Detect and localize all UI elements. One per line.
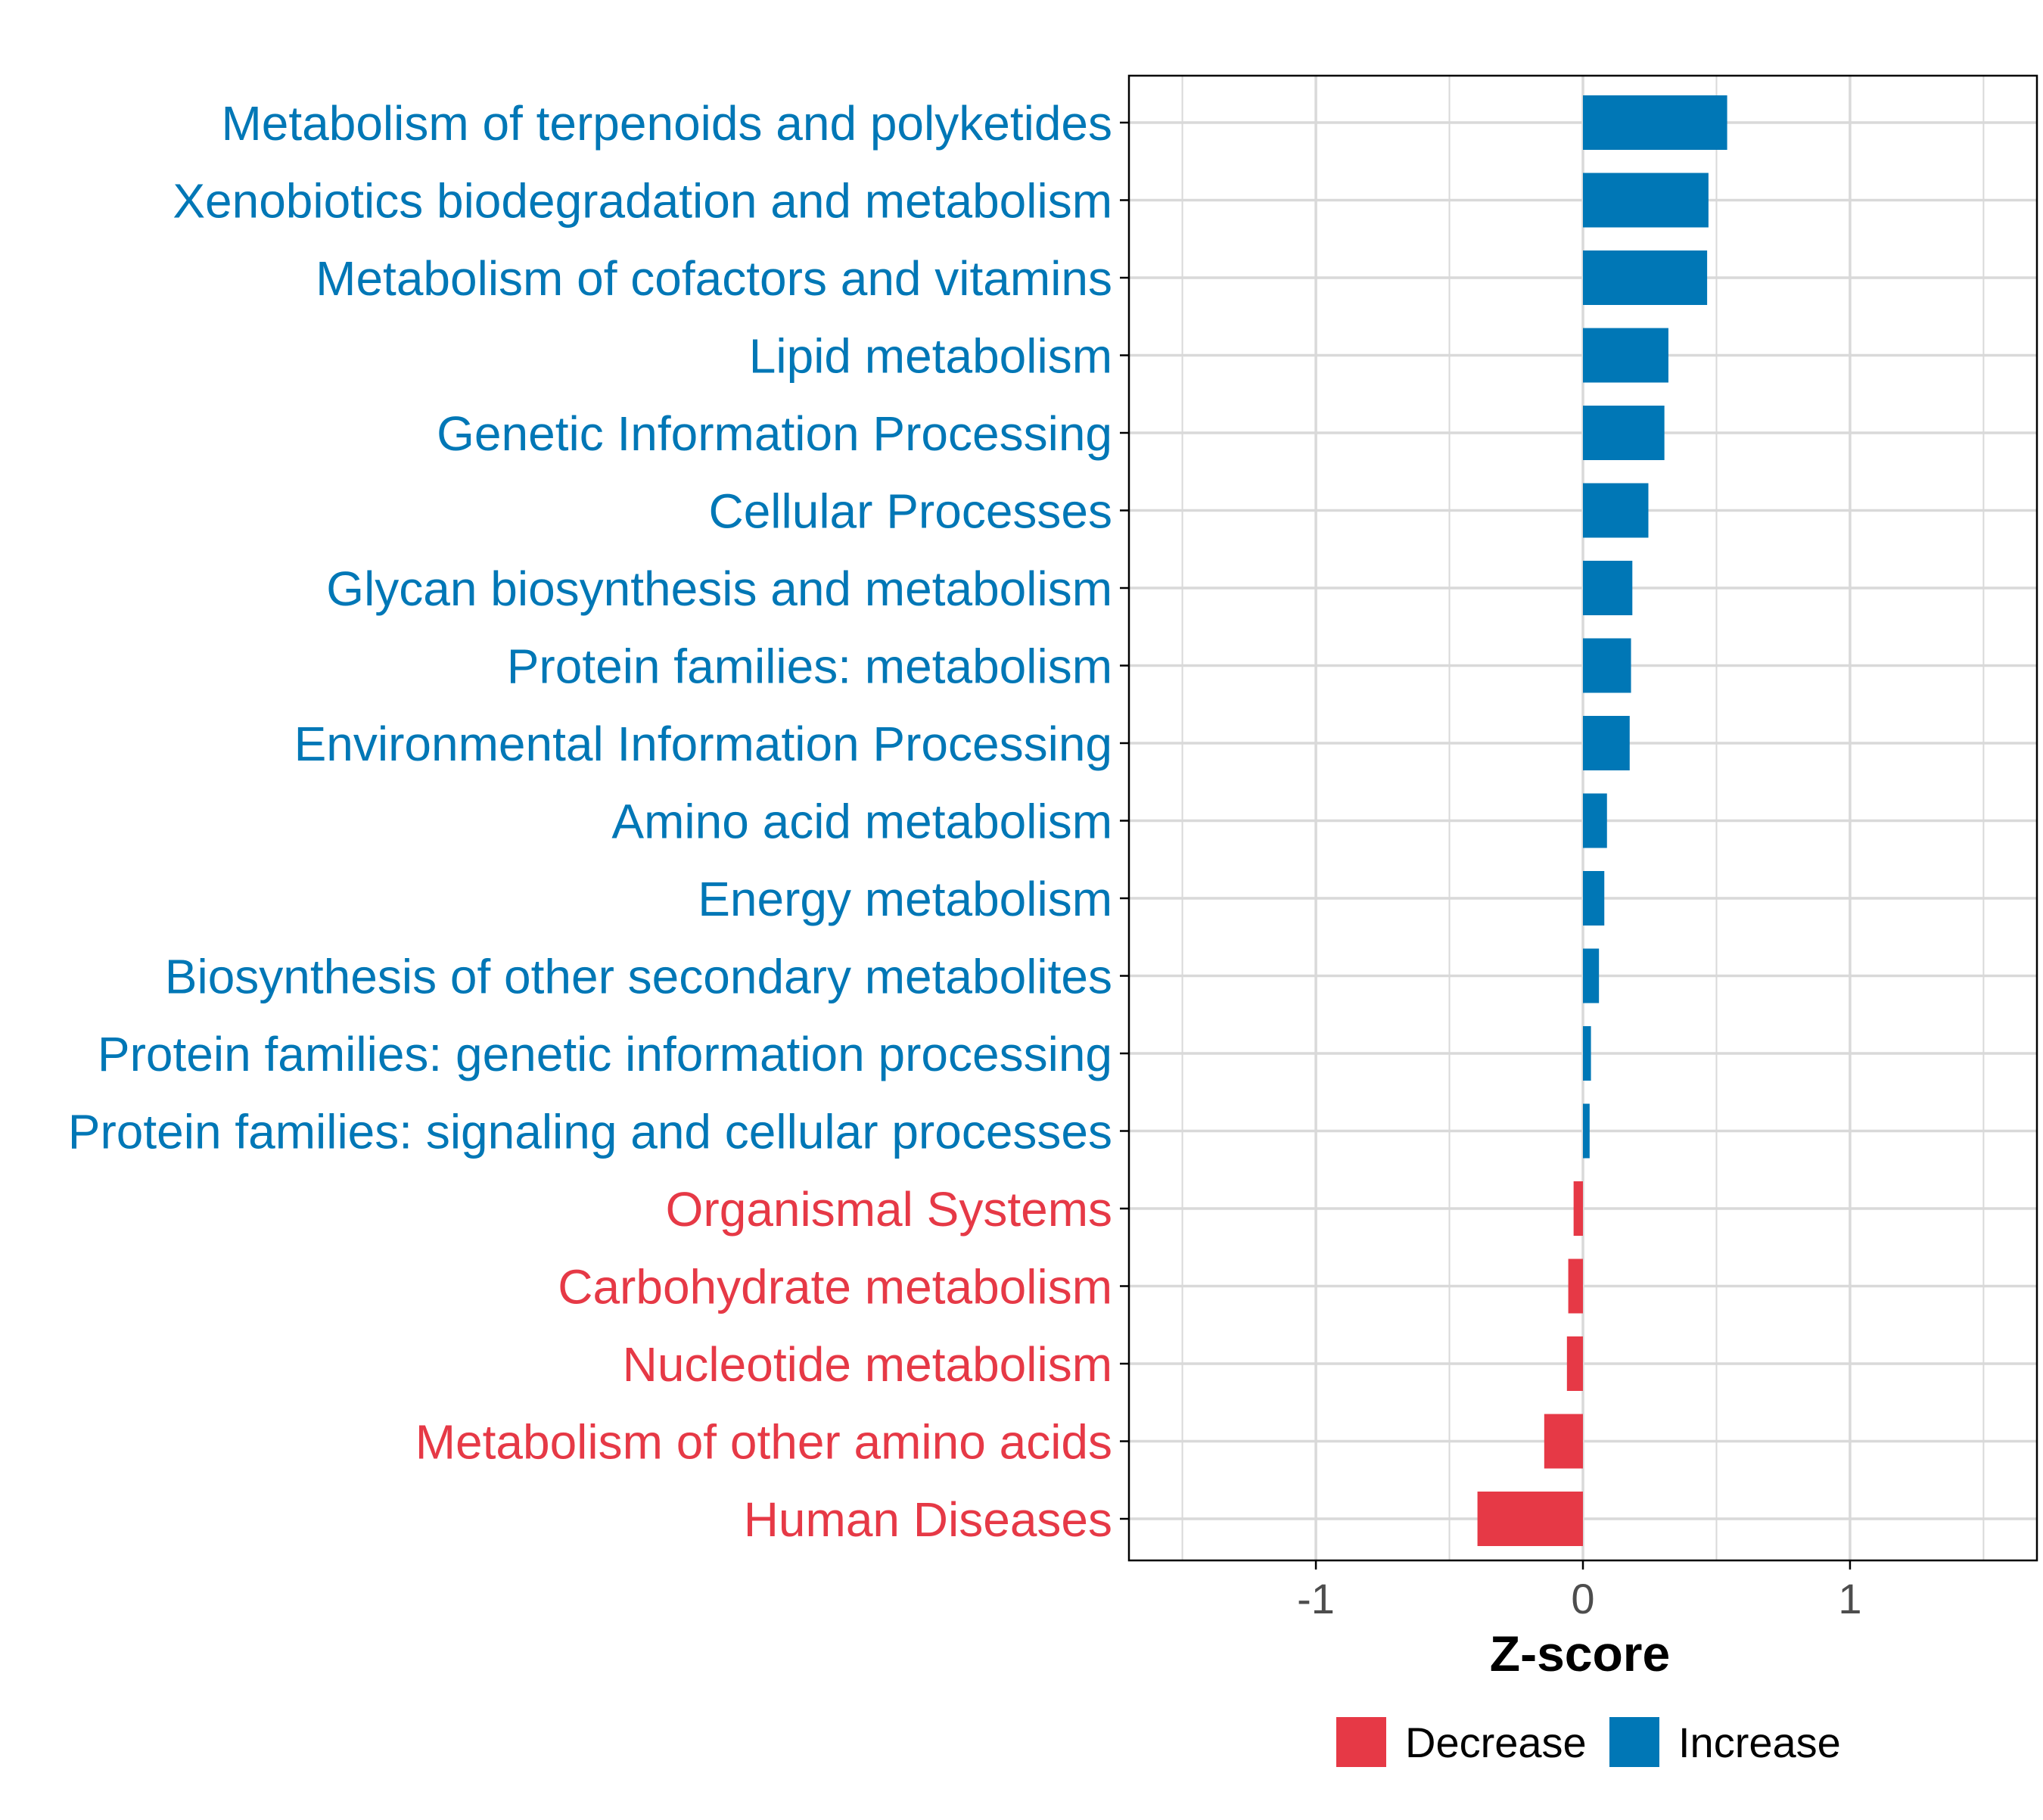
legend: Decrease Increase bbox=[1336, 1717, 1841, 1767]
legend-swatch bbox=[1609, 1717, 1659, 1767]
x-tick-label: -1 bbox=[1297, 1575, 1335, 1622]
bar bbox=[1566, 1336, 1583, 1391]
category-label: Protein families: genetic information pr… bbox=[98, 1027, 1112, 1081]
bar bbox=[1573, 1181, 1583, 1236]
category-labels: Metabolism of terpenoids and polyketides… bbox=[68, 96, 1129, 1547]
category-label: Environmental Information Processing bbox=[294, 717, 1112, 771]
legend-label: Increase bbox=[1678, 1719, 1841, 1766]
category-label: Energy metabolism bbox=[698, 872, 1112, 926]
bar-layer bbox=[1477, 95, 1727, 1546]
legend-entry: Decrease bbox=[1336, 1717, 1587, 1767]
bar bbox=[1583, 406, 1665, 460]
bar bbox=[1583, 948, 1600, 1003]
bar bbox=[1583, 483, 1649, 538]
category-label: Biosynthesis of other secondary metaboli… bbox=[165, 950, 1112, 1004]
legend-label: Decrease bbox=[1405, 1719, 1587, 1766]
category-label: Metabolism of cofactors and vitamins bbox=[316, 251, 1112, 306]
category-label: Cellular Processes bbox=[708, 484, 1112, 539]
legend-swatch bbox=[1336, 1717, 1386, 1767]
category-label: Human Diseases bbox=[744, 1492, 1112, 1547]
bar bbox=[1583, 250, 1708, 305]
category-label: Carbohydrate metabolism bbox=[558, 1260, 1112, 1314]
category-label: Protein families: signaling and cellular… bbox=[68, 1105, 1112, 1159]
bar bbox=[1477, 1492, 1583, 1546]
bar bbox=[1583, 328, 1668, 383]
category-label: Xenobiotics biodegradation and metabolis… bbox=[173, 174, 1112, 229]
x-tick-label: 1 bbox=[1838, 1575, 1861, 1622]
bar bbox=[1583, 95, 1727, 150]
category-label: Metabolism of terpenoids and polyketides bbox=[221, 96, 1112, 151]
bar bbox=[1583, 561, 1633, 615]
category-label: Glycan biosynthesis and metabolism bbox=[326, 562, 1112, 616]
bar bbox=[1583, 793, 1607, 848]
category-label: Amino acid metabolism bbox=[611, 795, 1112, 849]
legend-entry: Increase bbox=[1609, 1717, 1841, 1767]
category-label: Nucleotide metabolism bbox=[623, 1337, 1112, 1392]
category-label: Metabolism of other amino acids bbox=[415, 1415, 1112, 1470]
x-axis-ticks: -1 0 1 bbox=[1297, 1560, 1862, 1622]
bar bbox=[1583, 638, 1631, 693]
category-label: Protein families: metabolism bbox=[507, 639, 1112, 694]
category-label: Genetic Information Processing bbox=[437, 406, 1112, 461]
bar bbox=[1583, 1103, 1590, 1159]
category-label: Organismal Systems bbox=[666, 1182, 1112, 1237]
x-tick-label: 0 bbox=[1571, 1575, 1594, 1622]
x-axis-title: Z-score bbox=[1490, 1626, 1670, 1682]
bar bbox=[1544, 1414, 1583, 1469]
bar bbox=[1583, 871, 1605, 926]
bar bbox=[1583, 1026, 1591, 1081]
bar bbox=[1583, 173, 1709, 228]
category-label: Lipid metabolism bbox=[749, 329, 1112, 384]
bar bbox=[1583, 716, 1630, 770]
bar bbox=[1568, 1258, 1583, 1314]
